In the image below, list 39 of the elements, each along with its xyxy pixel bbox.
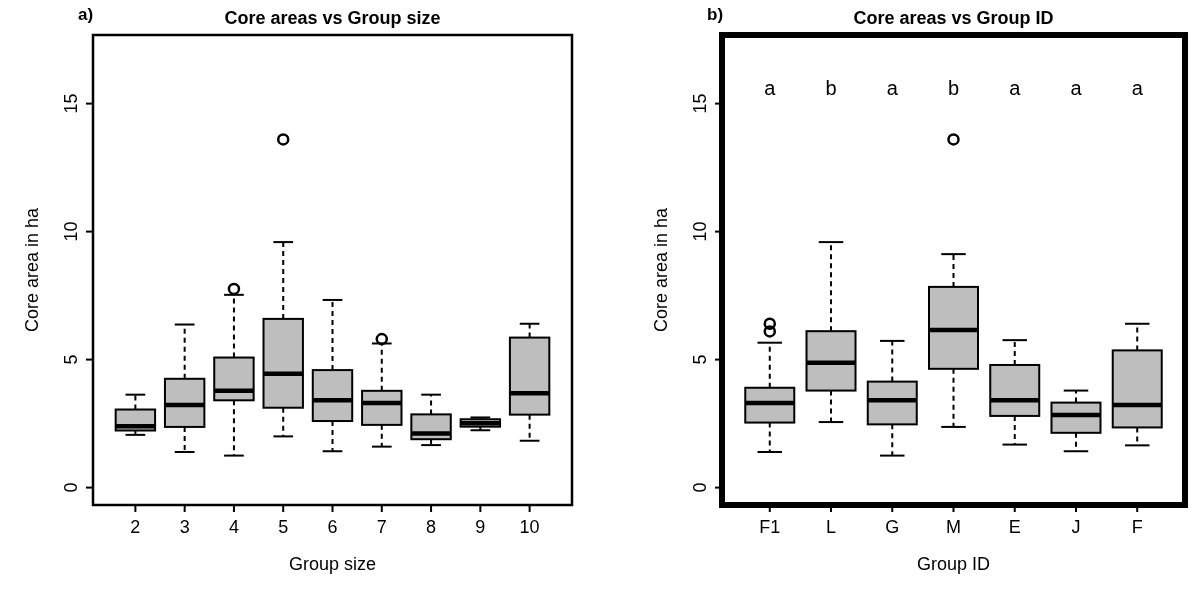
annotation: a xyxy=(1131,77,1144,99)
x-tick-label: 10 xyxy=(519,517,540,537)
x-tick-label: 9 xyxy=(475,517,486,537)
x-tick-label: F1 xyxy=(759,517,781,537)
x-axis-title: Group size xyxy=(288,554,377,574)
y-tick-label: 10 xyxy=(690,221,710,242)
annotation: b xyxy=(825,77,837,99)
x-tick-label: 3 xyxy=(179,517,190,537)
y-tick-label: 0 xyxy=(690,482,710,493)
x-tick-label: E xyxy=(1008,517,1021,537)
y-axis-title: Core area in ha xyxy=(651,206,671,333)
x-tick-label: 2 xyxy=(130,517,141,537)
annotation: a xyxy=(1009,77,1022,99)
annotation: b xyxy=(947,77,960,99)
y-tick-label: 5 xyxy=(690,354,710,365)
y-tick-label: 10 xyxy=(61,221,81,242)
chart-title: Core areas vs Group ID xyxy=(853,8,1054,28)
y-tick-label: 15 xyxy=(61,93,81,114)
x-tick-label: M xyxy=(946,517,961,537)
y-tick-label: 5 xyxy=(61,354,81,365)
chart-title: Core areas vs Group size xyxy=(224,8,441,28)
annotation: a xyxy=(1070,77,1083,99)
y-axis-title: Core area in ha xyxy=(22,206,42,333)
x-tick-label: 8 xyxy=(426,517,437,537)
x-axis-title: Group ID xyxy=(916,554,991,574)
x-tick-label: 7 xyxy=(376,517,387,537)
x-tick-label: F xyxy=(1131,517,1143,537)
text: a) xyxy=(78,5,94,24)
x-tick-label: G xyxy=(885,517,900,537)
text: b) xyxy=(707,5,724,24)
x-tick-label: 4 xyxy=(228,517,239,537)
x-tick-label: L xyxy=(826,517,837,537)
annotation: a xyxy=(764,77,777,99)
y-tick-label: 15 xyxy=(690,93,710,114)
x-tick-label: 5 xyxy=(278,517,289,537)
annotation: a xyxy=(886,77,899,99)
x-tick-label: J xyxy=(1071,517,1081,537)
y-tick-label: 0 xyxy=(61,482,81,493)
x-tick-label: 6 xyxy=(327,517,338,537)
